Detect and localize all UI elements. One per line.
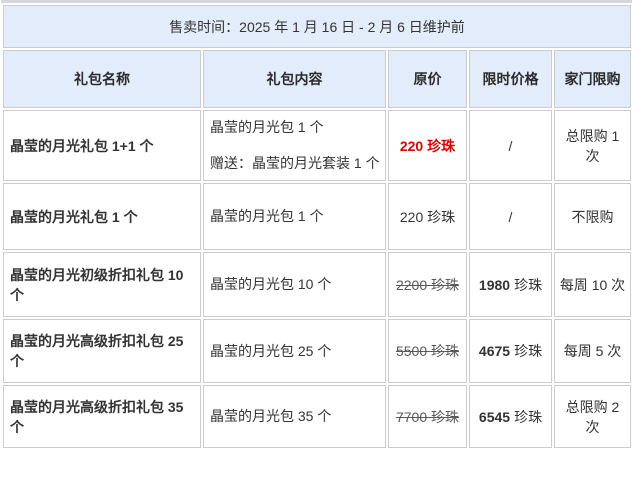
price-number: 4675 <box>478 343 511 359</box>
pack-contents: 晶莹的月光包 1 个 赠送：晶莹的月光套装 1 个 <box>203 110 386 181</box>
column-header-pack-contents: 礼包内容 <box>203 50 386 108</box>
limited-price: 1980 珍珠 <box>469 252 552 317</box>
price-unit: 珍珠 <box>427 137 456 154</box>
price-number: 1980 <box>478 276 511 293</box>
column-header-purchase-limit: 家门限购 <box>554 50 631 108</box>
content-line: 晶莹的月光包 1 个 <box>210 208 324 224</box>
pack-contents: 晶莹的月光包 1 个 <box>203 183 386 250</box>
price-number: 6545 <box>478 408 511 425</box>
table-row: 晶莹的月光高级折扣礼包 25 个 晶莹的月光包 25 个 5500 珍珠 467… <box>3 319 631 383</box>
limited-price: 6545 珍珠 <box>469 385 552 448</box>
price-strikethrough: 5500 珍珠 <box>395 343 460 359</box>
original-price: 7700 珍珠 <box>388 385 467 448</box>
price-unit: 珍珠 <box>514 343 543 359</box>
notice-table-container: 售卖时间：2025 年 1 月 16 日 - 2 月 6 日维护前 礼包名称 礼… <box>1 0 633 450</box>
purchase-limit: 总限购 2 次 <box>554 385 631 448</box>
sale-time-row: 售卖时间：2025 年 1 月 16 日 - 2 月 6 日维护前 <box>3 5 631 48</box>
price-number: 220 <box>399 137 424 154</box>
column-header-limited-price: 限时价格 <box>469 50 552 108</box>
pack-contents: 晶莹的月光包 25 个 <box>203 319 386 383</box>
price-unit: 珍珠 <box>514 276 543 293</box>
table-row: 晶莹的月光礼包 1+1 个 晶莹的月光包 1 个 赠送：晶莹的月光套装 1 个 … <box>3 110 631 181</box>
pack-name: 晶莹的月光礼包 1 个 <box>3 183 201 250</box>
original-price: 220 珍珠 <box>388 110 467 181</box>
content-line: 赠送：晶莹的月光套装 1 个 <box>210 155 380 171</box>
purchase-limit: 每周 10 次 <box>554 252 631 317</box>
content-line: 晶莹的月光包 10 个 <box>210 276 332 292</box>
original-price: 5500 珍珠 <box>388 319 467 383</box>
original-price: 2200 珍珠 <box>388 252 467 317</box>
original-price: 220 珍珠 <box>388 183 467 250</box>
limited-price: / <box>469 110 552 181</box>
content-line: 晶莹的月光包 25 个 <box>210 342 332 359</box>
pack-name: 晶莹的月光高级折扣礼包 25 个 <box>3 319 201 383</box>
gift-pack-table: 售卖时间：2025 年 1 月 16 日 - 2 月 6 日维护前 礼包名称 礼… <box>1 3 633 450</box>
sale-time-banner: 售卖时间：2025 年 1 月 16 日 - 2 月 6 日维护前 <box>3 5 631 48</box>
limited-price: 4675 珍珠 <box>469 319 552 383</box>
price-strikethrough: 2200 珍珠 <box>395 276 460 293</box>
table-row: 晶莹的月光礼包 1 个 晶莹的月光包 1 个 220 珍珠 / 不限购 <box>3 183 631 250</box>
limited-price: / <box>469 183 552 250</box>
column-header-row: 礼包名称 礼包内容 原价 限时价格 家门限购 <box>3 50 631 108</box>
pack-name: 晶莹的月光礼包 1+1 个 <box>3 110 201 181</box>
price-highlighted: 220 珍珠 <box>400 138 455 154</box>
pack-contents: 晶莹的月光包 10 个 <box>203 252 386 317</box>
purchase-limit: 不限购 <box>554 183 631 250</box>
column-header-original-price: 原价 <box>388 50 467 108</box>
table-row: 晶莹的月光高级折扣礼包 35 个 晶莹的月光包 35 个 7700 珍珠 654… <box>3 385 631 448</box>
purchase-limit: 每周 5 次 <box>554 319 631 383</box>
content-line: 晶莹的月光包 1 个 <box>210 119 324 135</box>
pack-contents: 晶莹的月光包 35 个 <box>203 385 386 448</box>
pack-name: 晶莹的月光高级折扣礼包 35 个 <box>3 385 201 448</box>
column-header-pack-name: 礼包名称 <box>3 50 201 108</box>
content-line: 晶莹的月光包 35 个 <box>210 408 332 424</box>
pack-name: 晶莹的月光初级折扣礼包 10 个 <box>3 252 201 317</box>
price-strikethrough: 7700 珍珠 <box>395 408 460 425</box>
price-unit: 珍珠 <box>514 408 543 425</box>
purchase-limit: 总限购 1 次 <box>554 110 631 181</box>
table-row: 晶莹的月光初级折扣礼包 10 个 晶莹的月光包 10 个 2200 珍珠 198… <box>3 252 631 317</box>
